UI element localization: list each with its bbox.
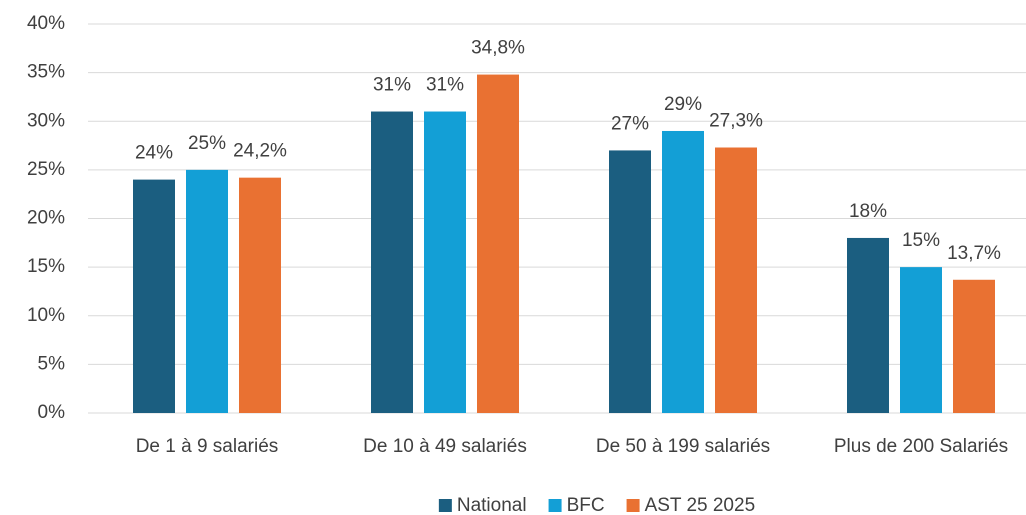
- bar: [424, 111, 466, 414]
- legend-label: BFC: [567, 495, 605, 515]
- y-tick-label: 35%: [27, 62, 65, 83]
- y-tick-label: 30%: [27, 110, 65, 131]
- data-label: 31%: [426, 75, 464, 96]
- bar: [133, 179, 175, 413]
- bar: [715, 147, 757, 413]
- bar: [186, 169, 228, 413]
- y-tick-label: 40%: [27, 13, 65, 34]
- x-tick-label: De 1 à 9 salariés: [136, 436, 279, 457]
- legend-label: AST 25 2025: [645, 495, 756, 515]
- y-tick-label: 5%: [38, 353, 66, 374]
- bar: [847, 237, 889, 413]
- bar: [239, 177, 281, 413]
- y-tick-label: 0%: [38, 402, 66, 423]
- data-label: 34,8%: [471, 38, 525, 59]
- legend-label: National: [457, 495, 527, 515]
- legend-swatch: [548, 499, 562, 512]
- data-label: 27%: [611, 113, 649, 134]
- y-tick-label: 25%: [27, 159, 65, 180]
- bar: [900, 267, 942, 413]
- bar: [953, 279, 995, 413]
- y-tick-label: 15%: [27, 256, 65, 277]
- data-label: 15%: [902, 230, 940, 251]
- bar: [477, 74, 519, 413]
- y-tick-label: 20%: [27, 208, 65, 229]
- data-label: 27,3%: [709, 111, 763, 132]
- y-tick-label: 10%: [27, 305, 65, 326]
- x-tick-label: De 50 à 199 salariés: [596, 436, 770, 457]
- legend-swatch: [438, 499, 452, 512]
- data-label: 25%: [188, 133, 226, 154]
- data-label: 31%: [373, 75, 411, 96]
- data-label: 29%: [664, 94, 702, 115]
- legend-swatch: [626, 499, 640, 512]
- bar: [662, 130, 704, 413]
- bar: [609, 150, 651, 414]
- x-tick-label: Plus de 200 Salariés: [834, 436, 1008, 457]
- data-label: 18%: [849, 201, 887, 222]
- x-tick-label: De 10 à 49 salariés: [363, 436, 527, 457]
- data-label: 24%: [135, 143, 173, 164]
- data-label: 24,2%: [233, 141, 287, 162]
- bar: [371, 111, 413, 414]
- data-label: 13,7%: [947, 243, 1001, 264]
